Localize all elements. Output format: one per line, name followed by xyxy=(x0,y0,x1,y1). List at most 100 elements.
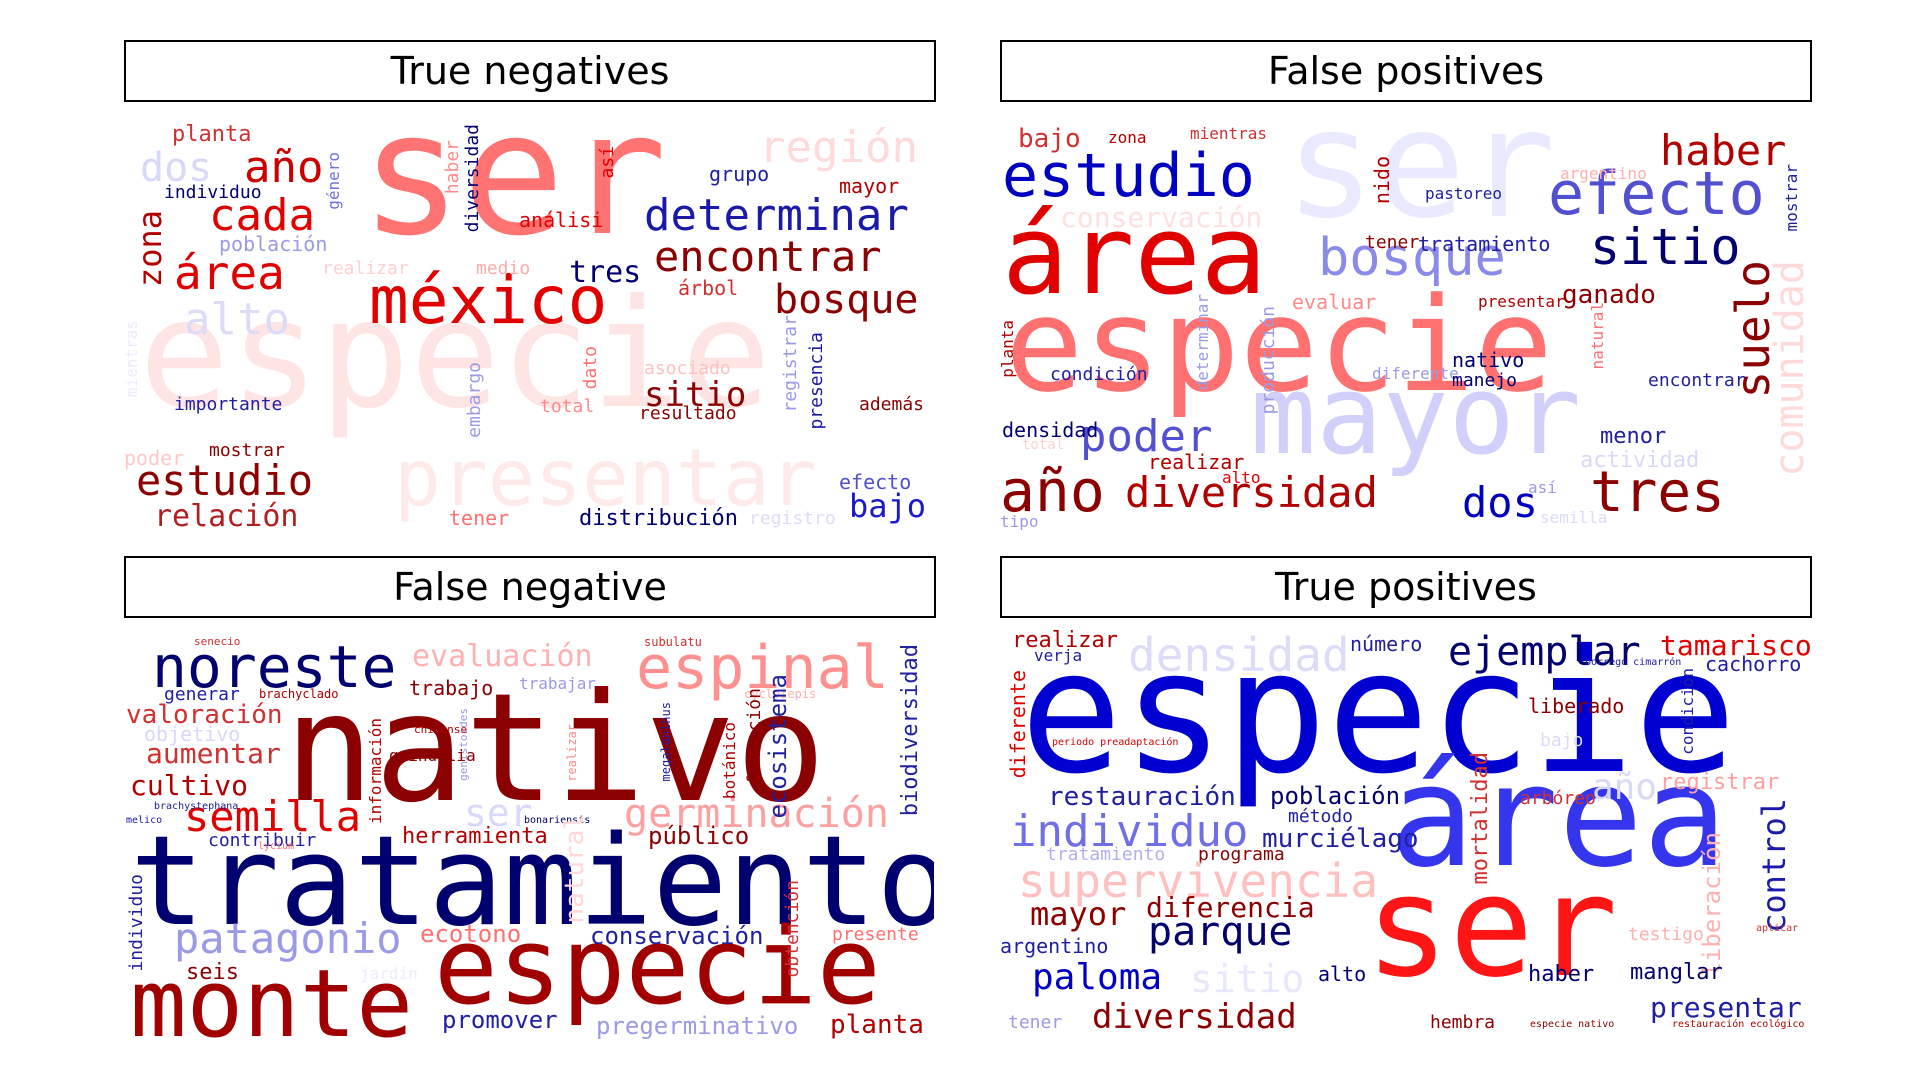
word: importante xyxy=(174,394,283,415)
word: argentino xyxy=(1000,934,1109,958)
word: sitio xyxy=(1590,218,1741,276)
word: periodo preadaptación xyxy=(1052,737,1179,748)
word: manglar xyxy=(1630,960,1723,985)
word: natural xyxy=(560,814,590,924)
word: argentino xyxy=(1560,164,1647,183)
word: genistoides xyxy=(457,708,470,781)
word: diversidad xyxy=(1125,468,1378,517)
word: información xyxy=(366,718,385,824)
word: ser xyxy=(464,791,533,835)
word: tratamiento xyxy=(130,810,934,954)
word: tres xyxy=(1590,460,1725,525)
word: manejo xyxy=(1452,370,1518,391)
word: grindelia xyxy=(389,746,476,765)
word: bosque xyxy=(774,277,919,323)
word: supervivencia xyxy=(1018,854,1379,908)
word: nativo xyxy=(1452,348,1525,372)
word-cloud-true-positives: especie área ser densidad ejemplar númer… xyxy=(1000,628,1810,1048)
word: presente xyxy=(832,924,919,945)
word: estudio xyxy=(136,456,314,505)
word: dos xyxy=(1462,478,1538,527)
word-cloud-false-positives: ser mayor especie área estudio efecto bo… xyxy=(1000,110,1810,530)
word: especie xyxy=(434,905,881,1028)
word: valoración xyxy=(126,700,283,730)
word: individuo xyxy=(1010,806,1249,857)
word: cycloiepis xyxy=(744,687,817,701)
panel-title-false-positives: False positives xyxy=(1000,40,1812,102)
word: menor xyxy=(1600,424,1667,449)
word: asociado xyxy=(644,358,731,379)
word: senecio xyxy=(194,635,241,648)
word: natural xyxy=(1588,302,1607,370)
word: así xyxy=(1528,478,1557,497)
word: megalanthus xyxy=(659,702,673,782)
word: jardín xyxy=(360,964,418,983)
word: así xyxy=(597,146,618,179)
word: presentar xyxy=(1478,292,1565,311)
word: condición xyxy=(1678,668,1697,755)
word: año xyxy=(244,142,324,193)
word: liberación xyxy=(1698,832,1726,977)
word: conservación xyxy=(1060,201,1263,234)
word: sitio xyxy=(1190,957,1305,1001)
word: cachorro xyxy=(1705,652,1802,676)
word: melico xyxy=(126,815,163,826)
word: zona xyxy=(131,210,169,288)
word: pregerminativo xyxy=(596,1012,799,1040)
panel-title-false-negative: False negative xyxy=(124,556,936,618)
word: individuo xyxy=(164,182,262,203)
word: tratamiento xyxy=(1046,844,1166,865)
word: haber xyxy=(1660,126,1787,175)
word: árbol xyxy=(678,276,739,300)
word: parque xyxy=(1148,909,1293,955)
word: año xyxy=(1592,767,1658,808)
word: trabajo xyxy=(409,676,494,700)
word: número xyxy=(1350,632,1423,656)
word: mientras xyxy=(1190,124,1268,143)
word: brachyclado xyxy=(259,687,339,701)
word: programa xyxy=(1198,844,1285,865)
word: especie nativo xyxy=(1530,1019,1615,1030)
word: planta xyxy=(172,122,252,147)
word: botánico xyxy=(720,722,739,800)
word: población xyxy=(219,232,328,256)
word: alto xyxy=(184,294,290,345)
word: diferencia xyxy=(1146,891,1315,924)
word: medio xyxy=(476,258,531,279)
word: diversidad xyxy=(462,124,483,233)
word: semilla xyxy=(184,792,362,841)
word: diferente xyxy=(1006,670,1030,779)
word: control xyxy=(1755,798,1793,933)
word: ecosistema xyxy=(764,674,792,819)
word: obtención xyxy=(782,880,803,978)
word: semilla xyxy=(1540,508,1608,527)
word: aplicar xyxy=(1756,923,1799,934)
word: realizar xyxy=(565,724,579,782)
word-cloud-true-negatives: especie presentar ser méxico determinar … xyxy=(124,110,934,530)
word: brachystephana xyxy=(154,801,239,812)
word: ganado xyxy=(1562,280,1656,310)
word: planta xyxy=(830,1010,924,1040)
word: herramienta xyxy=(402,824,548,849)
word: registrar xyxy=(780,315,801,413)
word: chilense xyxy=(414,723,467,736)
word: promover xyxy=(442,1006,558,1034)
word: noreste xyxy=(152,633,397,701)
word: planta xyxy=(1000,320,1017,378)
word: análisi xyxy=(519,208,604,232)
word: poder xyxy=(124,446,185,470)
word: determinar xyxy=(644,190,909,241)
word: patagonio xyxy=(174,914,402,963)
word: tipo xyxy=(1000,512,1039,530)
word: germinación xyxy=(624,791,889,837)
word: restauración xyxy=(1048,782,1236,812)
word-cloud-false-negative: nativo tratamiento especie monte noreste… xyxy=(124,628,934,1048)
word: arbóreo xyxy=(1520,788,1596,809)
word: testigo xyxy=(1628,924,1704,945)
word: presencia xyxy=(806,332,827,430)
word: área xyxy=(1390,736,1728,899)
word: estudio xyxy=(1002,141,1255,211)
word: tres xyxy=(569,255,642,290)
word: realizar xyxy=(1012,628,1118,653)
word: murciélago xyxy=(1262,824,1419,854)
